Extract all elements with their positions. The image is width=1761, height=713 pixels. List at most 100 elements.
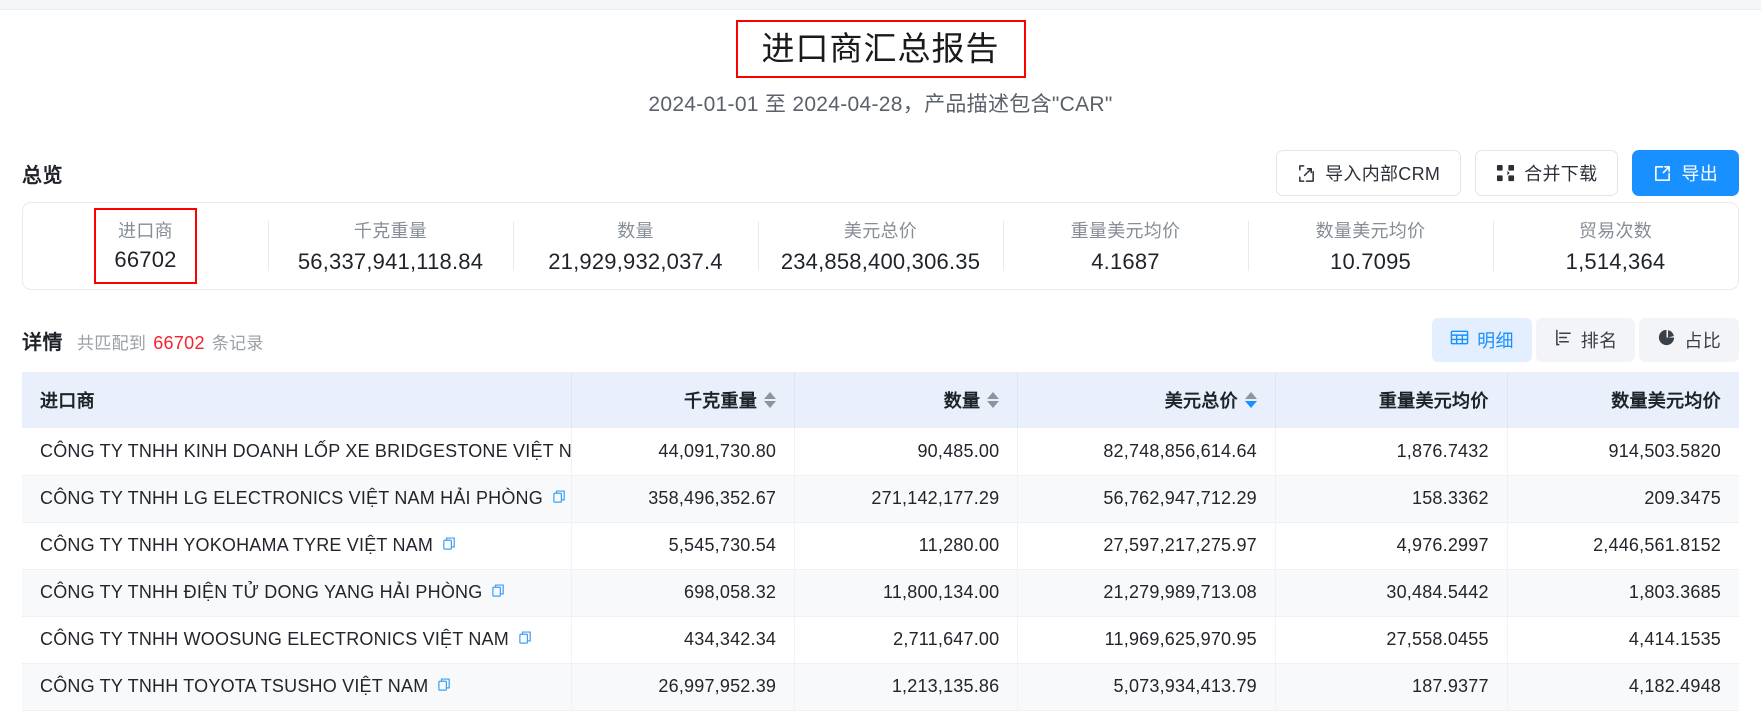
- cell-importer: CÔNG TY TNHH WOOSUNG ELECTRONICS VIỆT NA…: [22, 616, 572, 664]
- stat-label: 贸易次数: [1578, 221, 1653, 242]
- tab-detail-label: 明细: [1477, 331, 1514, 352]
- view-mode-tabs: 明细 排名 占比: [1432, 318, 1739, 363]
- importer-detail-table: 进口商 千克重量 数量 美元总价: [22, 372, 1739, 711]
- cell-usd-per-qty: 914,503.5820: [1507, 428, 1739, 476]
- cell-usd-per-qty: 209.3475: [1507, 475, 1739, 523]
- stat-kg-weight: 千克重量 56,337,941,118.84: [268, 203, 513, 289]
- detail-bar: 详情 共匹配到 66702 条记录 明细 排名: [0, 312, 1761, 368]
- cell-kg-weight: 26,997,952.39: [571, 663, 796, 711]
- cell-usd-per-qty: 4,182.4948: [1507, 663, 1739, 711]
- table-row: CÔNG TY TNHH WOOSUNG ELECTRONICS VIỆT NA…: [22, 616, 1739, 664]
- bar-rank-icon: [1554, 328, 1573, 352]
- cell-kg-weight: 358,496,352.67: [571, 475, 796, 523]
- cell-usd-per-qty: 4,414.1535: [1507, 616, 1739, 664]
- window-top-strip: [0, 0, 1761, 10]
- cell-usd-total: 56,762,947,712.29: [1017, 475, 1276, 523]
- cell-usd-total: 5,073,934,413.79: [1017, 663, 1276, 711]
- match-count: 66702: [153, 332, 205, 353]
- cell-importer: CÔNG TY TNHH LG ELECTRONICS VIỆT NAM HẢI…: [22, 475, 572, 523]
- cell-quantity: 90,485.00: [794, 428, 1019, 476]
- copy-icon[interactable]: [518, 629, 533, 650]
- detail-section-label: 详情: [22, 331, 63, 354]
- col-header-usd-per-qty: 数量美元均价: [1507, 372, 1739, 429]
- import-crm-icon: [1297, 164, 1316, 183]
- stat-label: 进口商: [118, 221, 173, 242]
- stat-value: 4.1687: [1091, 249, 1160, 275]
- stat-importer: 进口商 66702: [23, 203, 268, 289]
- export-button[interactable]: 导出: [1632, 150, 1739, 197]
- tab-detail[interactable]: 明细: [1432, 318, 1532, 363]
- page-title: 进口商汇总报告: [761, 30, 1000, 67]
- stat-value: 66702: [114, 247, 177, 273]
- table-icon: [1450, 328, 1469, 352]
- cell-usd-total: 82,748,856,614.64: [1017, 428, 1276, 476]
- copy-icon[interactable]: [491, 582, 506, 603]
- tab-share[interactable]: 占比: [1639, 318, 1739, 363]
- stat-usd-per-qty: 数量美元均价 10.7095: [1248, 203, 1493, 289]
- col-label: 进口商: [40, 391, 95, 412]
- cell-importer: CÔNG TY TNHH YOKOHAMA TYRE VIỆT NAM: [22, 522, 572, 570]
- importer-name: CÔNG TY TNHH LG ELECTRONICS VIỆT NAM HẢI…: [40, 488, 543, 509]
- sort-toggle-quantity[interactable]: [987, 392, 1000, 409]
- cell-usd-per-weight: 30,484.5442: [1275, 569, 1508, 617]
- import-crm-button[interactable]: 导入内部CRM: [1276, 150, 1462, 197]
- cell-usd-per-weight: 27,558.0455: [1275, 616, 1508, 664]
- table-row: CÔNG TY TNHH TOYOTA TSUSHO VIỆT NAM 26,9…: [22, 663, 1739, 711]
- detail-table-wrapper: 进口商 千克重量 数量 美元总价: [22, 372, 1739, 711]
- table-body: CÔNG TY TNHH KINH DOANH LỐP XE BRIDGESTO…: [22, 428, 1739, 711]
- detail-match-summary: 共匹配到 66702 条记录: [77, 329, 264, 354]
- cell-quantity: 11,280.00: [794, 522, 1019, 570]
- cell-kg-weight: 434,342.34: [571, 616, 796, 664]
- stat-value: 234,858,400,306.35: [780, 249, 981, 275]
- stat-quantity: 数量 21,929,932,037.4: [513, 203, 758, 289]
- col-header-usd-per-weight: 重量美元均价: [1275, 372, 1508, 429]
- col-label: 美元总价: [1164, 391, 1238, 412]
- stat-value: 10.7095: [1330, 249, 1411, 275]
- page-title-wrapper: 进口商汇总报告: [735, 20, 1026, 79]
- tab-share-label: 占比: [1684, 331, 1721, 352]
- report-subtitle: 2024-01-01 至 2024-04-28，产品描述包含"CAR": [648, 93, 1113, 117]
- table-header-row: 进口商 千克重量 数量 美元总价: [22, 372, 1739, 429]
- cell-usd-per-weight: 4,976.2997: [1275, 522, 1508, 570]
- col-header-kg-weight[interactable]: 千克重量: [571, 372, 796, 429]
- stat-value: 56,337,941,118.84: [297, 249, 484, 275]
- cell-usd-total: 27,597,217,275.97: [1017, 522, 1276, 570]
- sort-toggle-usd-total[interactable]: [1244, 392, 1257, 409]
- col-header-importer: 进口商: [22, 372, 572, 429]
- sort-toggle-kg-weight[interactable]: [764, 392, 777, 409]
- importer-name: CÔNG TY TNHH KINH DOANH LỐP XE BRIDGESTO…: [40, 440, 572, 461]
- detail-heading: 详情 共匹配到 66702 条记录: [22, 326, 264, 355]
- stat-label: 数量美元均价: [1315, 221, 1426, 242]
- cell-usd-per-qty: 2,446,561.8152: [1507, 522, 1739, 570]
- merge-download-button[interactable]: 合并下载: [1475, 150, 1619, 197]
- col-header-usd-total[interactable]: 美元总价: [1017, 372, 1276, 429]
- summary-stats-card: 进口商 66702 千克重量 56,337,941,118.84 数量 21,9…: [22, 202, 1739, 291]
- copy-icon[interactable]: [437, 676, 452, 697]
- cell-usd-total: 11,969,625,970.95: [1017, 616, 1276, 664]
- cell-kg-weight: 698,058.32: [571, 569, 796, 617]
- match-suffix: 条记录: [211, 333, 264, 353]
- cell-kg-weight: 5,545,730.54: [571, 522, 796, 570]
- stat-usd-total: 美元总价 234,858,400,306.35: [758, 203, 1003, 289]
- cell-quantity: 1,213,135.86: [794, 663, 1019, 711]
- stat-value: 1,514,364: [1565, 249, 1666, 275]
- col-header-quantity[interactable]: 数量: [794, 372, 1019, 429]
- stat-usd-per-weight: 重量美元均价 4.1687: [1003, 203, 1248, 289]
- export-label: 导出: [1681, 164, 1718, 185]
- merge-download-icon: [1496, 164, 1515, 183]
- copy-icon[interactable]: [552, 488, 567, 509]
- tab-ranking-label: 排名: [1580, 331, 1618, 352]
- table-row: CÔNG TY TNHH KINH DOANH LỐP XE BRIDGESTO…: [22, 428, 1739, 476]
- cell-importer: CÔNG TY TNHH ĐIỆN TỬ DONG YANG HẢI PHÒNG: [22, 569, 572, 617]
- cell-quantity: 11,800,134.00: [794, 569, 1019, 617]
- cell-usd-per-qty: 1,803.3685: [1507, 569, 1739, 617]
- pie-share-icon: [1657, 328, 1676, 352]
- tab-ranking[interactable]: 排名: [1535, 318, 1636, 363]
- stat-label: 美元总价: [843, 221, 918, 242]
- importer-name: CÔNG TY TNHH ĐIỆN TỬ DONG YANG HẢI PHÒNG: [40, 582, 483, 603]
- copy-icon[interactable]: [442, 535, 457, 556]
- stat-label: 数量: [617, 221, 654, 242]
- cell-quantity: 2,711,647.00: [794, 616, 1019, 664]
- col-label: 数量美元均价: [1611, 391, 1721, 412]
- match-prefix: 共匹配到: [77, 333, 147, 353]
